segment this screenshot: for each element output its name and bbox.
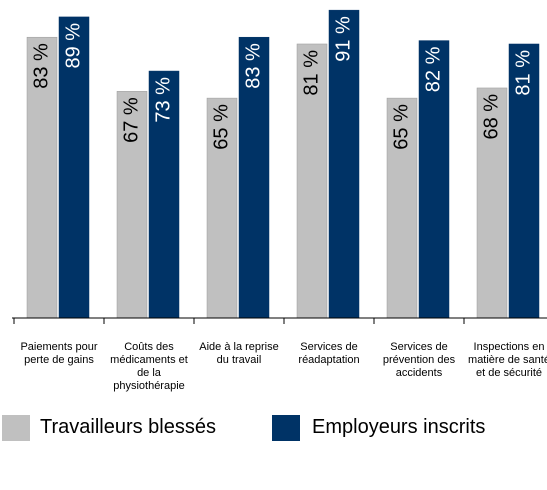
- data-label: 67 %: [120, 97, 142, 143]
- bar: [386, 97, 418, 319]
- bar: [116, 91, 148, 319]
- bar: [476, 87, 508, 319]
- x-tick-label: Services de réadaptation: [298, 341, 360, 366]
- bar: [238, 36, 270, 319]
- bar: [26, 36, 58, 319]
- bar: [328, 9, 360, 319]
- data-label: 89 %: [62, 23, 84, 69]
- legend-swatch: [272, 415, 300, 441]
- x-tick-label: Paiements pour perte de gains: [20, 341, 98, 366]
- x-tick-label: Aide à la reprise du travail: [199, 341, 279, 366]
- data-label: 83 %: [30, 43, 52, 89]
- data-label: 82 %: [422, 46, 444, 92]
- data-label: 73 %: [152, 77, 174, 123]
- x-tick-label: Services de prévention des accidents: [382, 341, 456, 379]
- data-label: 81 %: [300, 50, 322, 96]
- legend-label: Employeurs inscrits: [312, 416, 486, 438]
- x-tick-label: Inspections en matière de santé et de sé…: [468, 341, 547, 379]
- x-tick-label: Coûts des médicaments et de la physiothé…: [110, 341, 188, 392]
- data-label: 65 %: [210, 104, 232, 150]
- legend-label: Travailleurs blessés: [40, 416, 216, 438]
- data-label: 68 %: [480, 94, 502, 140]
- data-label: 81 %: [512, 50, 534, 96]
- data-label: 91 %: [332, 16, 354, 62]
- bar: [206, 97, 238, 319]
- bar: [296, 43, 328, 319]
- legend-swatch: [2, 415, 30, 441]
- data-label: 83 %: [242, 43, 264, 89]
- bar: [418, 40, 450, 319]
- bar: [148, 70, 180, 319]
- data-label: 65 %: [390, 104, 412, 150]
